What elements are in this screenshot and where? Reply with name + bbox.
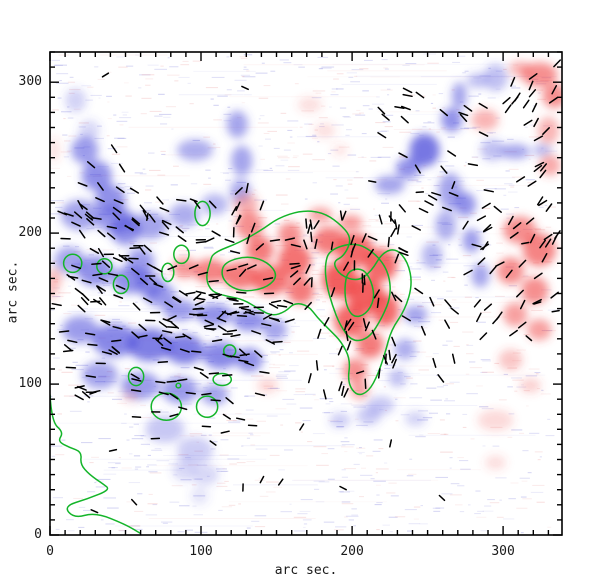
x-tick-label: 200 — [340, 544, 364, 559]
y-tick-label: 300 — [18, 74, 42, 90]
y-tick-labels: 0 100 200 300 — [6, 0, 42, 585]
x-tick-label: 0 — [46, 544, 54, 559]
x-tick-label: 100 — [189, 544, 213, 559]
y-tick-label: 0 — [34, 527, 42, 542]
y-tick-label: 200 — [18, 225, 42, 241]
y-axis-title: arc sec. — [5, 260, 21, 324]
y-tick-label: 100 — [18, 376, 42, 392]
x-tick-label: 300 — [491, 544, 515, 559]
x-axis-title: arc sec. — [274, 563, 338, 578]
x-tick-labels: 0 100 200 300 — [0, 544, 612, 560]
